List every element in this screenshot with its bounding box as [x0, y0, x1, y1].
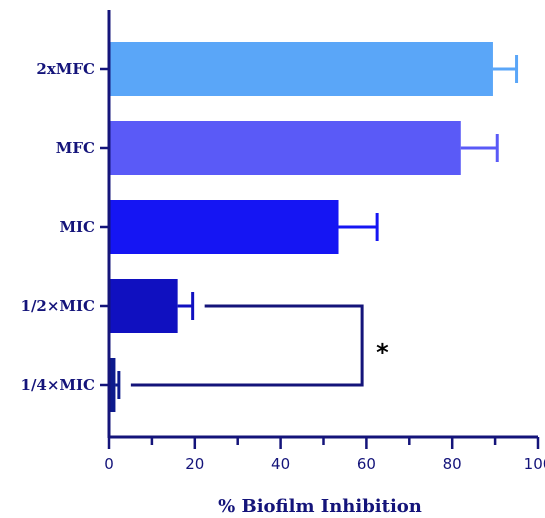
significance-asterisk: *: [376, 339, 389, 367]
category-labels: 2xMFC MFC MIC 1/2×MIC 1/4×MIC: [21, 60, 96, 394]
x-tick-labels: 0 20 40 60 80 100: [104, 455, 545, 473]
x-tick-label: 100: [524, 455, 545, 473]
bar: [110, 200, 339, 254]
x-tick-label: 0: [104, 455, 114, 473]
axes: [100, 10, 540, 449]
x-tick-label: 60: [357, 455, 376, 473]
category-label: 1/4×MIC: [21, 376, 96, 394]
category-label: MIC: [59, 218, 95, 236]
bar: [110, 358, 116, 412]
bar: [110, 121, 461, 175]
x-tick-label: 40: [271, 455, 290, 473]
x-axis-title: % Biofilm Inhibition: [218, 496, 422, 517]
significance-bracket-line: [130, 304, 364, 387]
x-tick-label: 20: [185, 455, 204, 473]
category-label: 1/2×MIC: [21, 297, 96, 315]
significance-bracket: *: [130, 304, 389, 387]
bar: [110, 42, 493, 96]
category-label: 2xMFC: [36, 60, 95, 78]
bar: [110, 279, 178, 333]
bars-group: [110, 42, 493, 412]
x-tick-label: 80: [443, 455, 462, 473]
error-bars-group: [115, 55, 519, 399]
category-label: MFC: [56, 139, 95, 157]
